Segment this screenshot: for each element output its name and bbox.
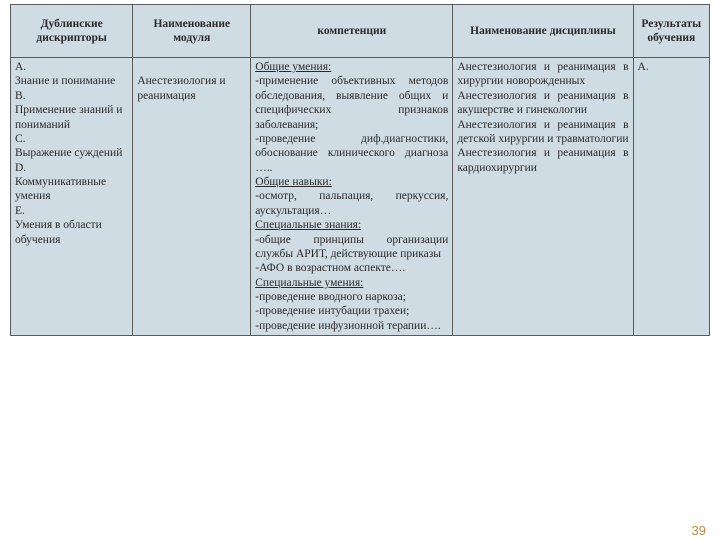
comp-h2: Общие навыки: xyxy=(255,176,332,188)
col-header-descriptors: Дублинские дискрипторы xyxy=(11,5,133,58)
desc-a: А. xyxy=(15,61,26,73)
comp-c4a: -проведение вводного наркоза; xyxy=(255,291,406,303)
desc-d: D. xyxy=(15,162,26,174)
comp-c1b: -проведение диф.диагностики, обоснование… xyxy=(255,133,448,174)
desc-c-text: Выражение суждений xyxy=(15,147,122,159)
col-header-discipline: Наименование дисциплины xyxy=(453,5,633,58)
cell-descriptors: А. Знание и понимание В. Применение знан… xyxy=(11,58,133,336)
comp-c3a: -общие принципы организации службы АРИТ,… xyxy=(255,234,448,260)
comp-h4: Специальные умения: xyxy=(255,277,363,289)
disc-2: Анестезиология и реанимация в акушерстве… xyxy=(457,90,628,116)
page-number: 39 xyxy=(692,523,706,538)
cell-competence: Общие умения: -применение объективных ме… xyxy=(251,58,453,336)
cell-results: А. xyxy=(633,58,709,336)
comp-c1a: -применение объективных методов обследов… xyxy=(255,75,448,130)
cell-module: Анестезиология и реанимация xyxy=(133,58,251,336)
comp-c2: -осмотр, пальпация, перкуссия, аускульта… xyxy=(255,190,448,216)
desc-b: В. xyxy=(15,90,26,102)
main-table: Дублинские дискрипторы Наименование моду… xyxy=(10,4,710,336)
desc-d-text: Коммуникативные умения xyxy=(15,176,106,202)
desc-c: С. xyxy=(15,133,26,145)
desc-a-text: Знание и понимание xyxy=(15,75,115,87)
desc-e: Е. xyxy=(15,205,25,217)
disc-4: Анестезиология и реанимация в кардиохиру… xyxy=(457,147,628,173)
results-text: А. xyxy=(638,61,649,73)
col-header-module: Наименование модуля xyxy=(133,5,251,58)
desc-b-text: Применение знаний и пониманий xyxy=(15,104,122,130)
disc-3: Анестезиология и реанимация в детской хи… xyxy=(457,119,628,145)
col-header-results: Результаты обучения xyxy=(633,5,709,58)
comp-h1: Общие умения: xyxy=(255,61,331,73)
comp-c4b: -проведение интубации трахеи; xyxy=(255,305,409,317)
slide: Дублинские дискрипторы Наименование моду… xyxy=(0,4,720,540)
desc-e-text: Умения в области обучения xyxy=(15,219,102,245)
comp-h3: Специальные знания: xyxy=(255,219,361,231)
disc-1: Анестезиология и реанимация в хирургии н… xyxy=(457,61,628,87)
module-text: Анестезиология и реанимация xyxy=(137,75,225,101)
comp-c3b: -АФО в возрастном аспекте…. xyxy=(255,262,405,274)
comp-c4c: -проведение инфузионной терапии…. xyxy=(255,320,440,332)
table-row: А. Знание и понимание В. Применение знан… xyxy=(11,58,710,336)
table-header-row: Дублинские дискрипторы Наименование моду… xyxy=(11,5,710,58)
cell-discipline: Анестезиология и реанимация в хирургии н… xyxy=(453,58,633,336)
col-header-competence: компетенции xyxy=(251,5,453,58)
